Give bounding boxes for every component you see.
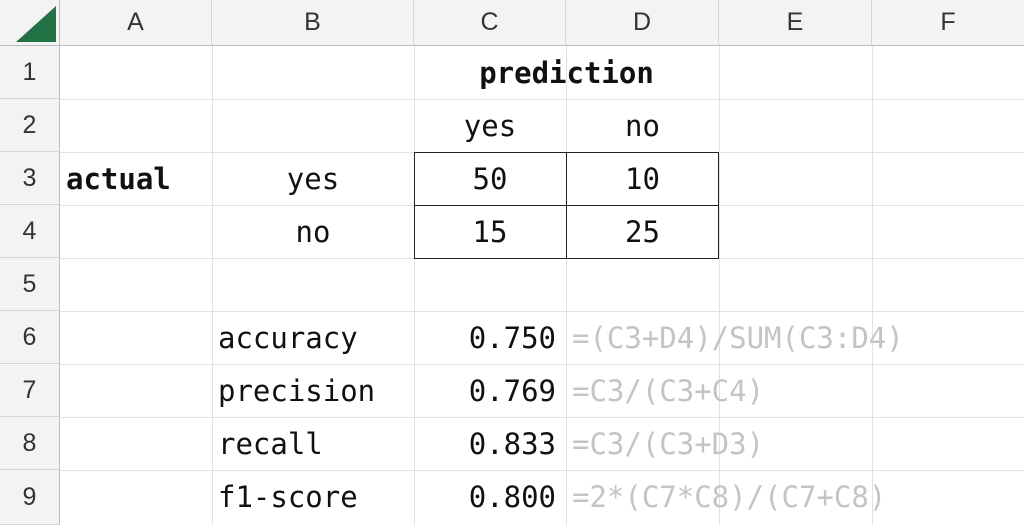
- cell-c6-metric-value[interactable]: 0.750: [468, 320, 556, 355]
- cell-c1-prediction-header[interactable]: prediction: [479, 55, 654, 90]
- row-header-7[interactable]: 7: [0, 364, 60, 417]
- cell-d6-formula[interactable]: =(C3+D4)/SUM(C3:D4): [572, 320, 904, 355]
- row-header-1[interactable]: 1: [0, 46, 60, 99]
- gridline: [60, 311, 1024, 312]
- matrix-border: [566, 205, 719, 259]
- column-header-b[interactable]: B: [212, 0, 414, 46]
- gridline: [414, 46, 415, 525]
- gridline: [60, 470, 1024, 471]
- cell-d3[interactable]: 10: [625, 161, 660, 196]
- row-header-4[interactable]: 4: [0, 205, 60, 258]
- column-header-e[interactable]: E: [719, 0, 872, 46]
- cell-c3[interactable]: 50: [472, 161, 508, 196]
- gridline: [60, 99, 1024, 100]
- cell-d2[interactable]: no: [625, 108, 660, 143]
- gridline: [60, 417, 1024, 418]
- select-all-corner[interactable]: [0, 0, 60, 46]
- gridline: [872, 46, 873, 525]
- row-header-8[interactable]: 8: [0, 417, 60, 470]
- cell-d9-formula[interactable]: =2*(C7*C8)/(C7+C8): [572, 479, 887, 514]
- cell-b8-metric-label[interactable]: recall: [218, 426, 323, 461]
- row-header-9[interactable]: 9: [0, 470, 60, 525]
- gridline: [60, 364, 1024, 365]
- cell-a3-actual-header[interactable]: actual: [66, 161, 171, 196]
- column-header-f[interactable]: F: [872, 0, 1024, 46]
- row-header-2[interactable]: 2: [0, 99, 60, 152]
- gridline: [566, 46, 567, 525]
- gridline: [719, 46, 720, 525]
- cell-b6-metric-label[interactable]: accuracy: [218, 320, 358, 355]
- cell-c4[interactable]: 15: [472, 214, 508, 249]
- row-header-5[interactable]: 5: [0, 258, 60, 311]
- cell-c2[interactable]: yes: [463, 108, 517, 143]
- gridline: [212, 46, 213, 525]
- cell-c9-metric-value[interactable]: 0.800: [468, 479, 556, 514]
- cell-d7-formula[interactable]: =C3/(C3+C4): [572, 373, 765, 408]
- row-header-3[interactable]: 3: [0, 152, 60, 205]
- cell-b3[interactable]: yes: [286, 161, 340, 196]
- cell-b4[interactable]: no: [295, 214, 331, 249]
- cell-d8-formula[interactable]: =C3/(C3+D3): [572, 426, 765, 461]
- row-header-6[interactable]: 6: [0, 311, 60, 364]
- column-header-a[interactable]: A: [60, 0, 212, 46]
- cell-b7-metric-label[interactable]: precision: [218, 373, 376, 408]
- cell-d4[interactable]: 25: [625, 214, 660, 249]
- select-all-triangle-icon: [16, 6, 56, 42]
- cell-c7-metric-value[interactable]: 0.769: [468, 373, 556, 408]
- cell-b9-metric-label[interactable]: f1-score: [218, 479, 358, 514]
- column-header-c[interactable]: C: [414, 0, 566, 46]
- column-header-d[interactable]: D: [566, 0, 719, 46]
- cell-c8-metric-value[interactable]: 0.833: [468, 426, 556, 461]
